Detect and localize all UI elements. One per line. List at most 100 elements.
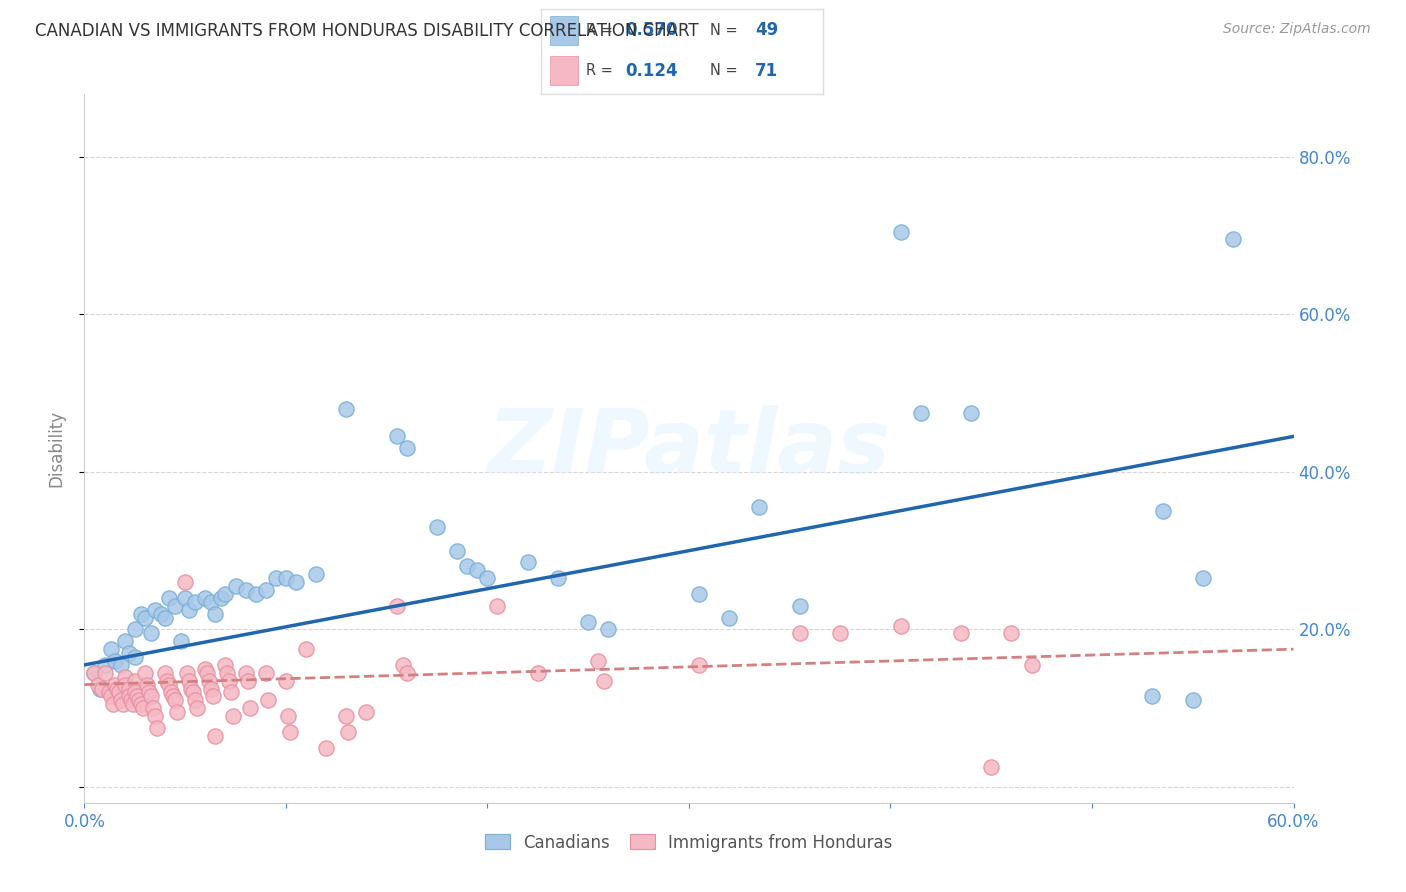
Point bbox=[890, 618, 912, 632]
Text: Source: ZipAtlas.com: Source: ZipAtlas.com bbox=[1223, 22, 1371, 37]
Point bbox=[97, 685, 120, 699]
Point bbox=[385, 429, 408, 443]
Point bbox=[134, 665, 156, 680]
Point bbox=[527, 665, 550, 680]
Point bbox=[264, 571, 287, 585]
Point bbox=[200, 681, 222, 696]
Point bbox=[143, 603, 166, 617]
Point bbox=[236, 673, 259, 688]
Text: R =: R = bbox=[586, 22, 617, 37]
Point bbox=[101, 698, 124, 712]
Point bbox=[456, 559, 478, 574]
Point bbox=[209, 591, 232, 605]
Point bbox=[110, 693, 132, 707]
Point bbox=[184, 595, 207, 609]
Y-axis label: Disability: Disability bbox=[48, 409, 66, 487]
Point bbox=[135, 678, 157, 692]
Text: CANADIAN VS IMMIGRANTS FROM HONDURAS DISABILITY CORRELATION CHART: CANADIAN VS IMMIGRANTS FROM HONDURAS DIS… bbox=[35, 22, 699, 40]
Point bbox=[93, 665, 115, 680]
Point bbox=[1222, 232, 1244, 246]
Point bbox=[129, 698, 152, 712]
Point bbox=[239, 701, 262, 715]
Point bbox=[105, 681, 128, 696]
Point bbox=[146, 721, 169, 735]
Point bbox=[467, 563, 489, 577]
Point bbox=[718, 610, 741, 624]
Point bbox=[162, 690, 184, 704]
Point bbox=[143, 709, 166, 723]
Point bbox=[128, 693, 150, 707]
Point bbox=[165, 693, 187, 707]
Point bbox=[104, 654, 127, 668]
Point bbox=[83, 665, 105, 680]
Text: 0.570: 0.570 bbox=[626, 21, 678, 39]
Text: R =: R = bbox=[586, 63, 617, 78]
Point bbox=[426, 520, 449, 534]
Point bbox=[385, 599, 408, 613]
Point bbox=[890, 225, 912, 239]
Point bbox=[83, 665, 105, 680]
Point bbox=[789, 626, 811, 640]
Point bbox=[114, 634, 136, 648]
Point bbox=[104, 678, 127, 692]
Point bbox=[217, 665, 239, 680]
Point bbox=[91, 681, 114, 696]
Point bbox=[195, 665, 218, 680]
Point bbox=[198, 673, 221, 688]
Point bbox=[218, 673, 240, 688]
Point bbox=[222, 709, 245, 723]
Point bbox=[235, 583, 257, 598]
Point bbox=[100, 642, 122, 657]
Point bbox=[204, 607, 226, 621]
Point bbox=[305, 567, 328, 582]
Point bbox=[1000, 626, 1022, 640]
Point bbox=[950, 626, 973, 640]
Point bbox=[335, 709, 357, 723]
Point bbox=[960, 406, 983, 420]
Point bbox=[254, 583, 277, 598]
Point bbox=[980, 760, 1002, 774]
Point bbox=[132, 701, 155, 715]
Point bbox=[118, 646, 141, 660]
Point bbox=[486, 599, 509, 613]
Point bbox=[446, 543, 468, 558]
Text: 49: 49 bbox=[755, 21, 779, 39]
Point bbox=[202, 690, 225, 704]
Text: ZIPatlas: ZIPatlas bbox=[488, 405, 890, 491]
Point bbox=[179, 603, 201, 617]
Point bbox=[337, 724, 360, 739]
Point bbox=[200, 595, 222, 609]
Point bbox=[121, 698, 143, 712]
Point bbox=[153, 610, 176, 624]
Text: N =: N = bbox=[710, 22, 742, 37]
Point bbox=[688, 587, 710, 601]
Point bbox=[315, 740, 337, 755]
Point bbox=[274, 673, 297, 688]
Point bbox=[285, 575, 308, 590]
Point bbox=[214, 587, 236, 601]
Text: 71: 71 bbox=[755, 62, 778, 79]
Point bbox=[111, 698, 134, 712]
Point bbox=[114, 670, 136, 684]
Point bbox=[124, 650, 146, 665]
Point bbox=[118, 681, 141, 696]
Point bbox=[157, 591, 180, 605]
Point bbox=[221, 685, 243, 699]
Legend: Canadians, Immigrants from Honduras: Canadians, Immigrants from Honduras bbox=[478, 827, 900, 858]
Point bbox=[588, 654, 610, 668]
Point bbox=[142, 701, 165, 715]
Point bbox=[139, 690, 162, 704]
Point bbox=[576, 615, 599, 629]
Point bbox=[166, 705, 188, 719]
Point bbox=[181, 685, 204, 699]
Point bbox=[194, 591, 217, 605]
Point bbox=[910, 406, 932, 420]
Point bbox=[129, 607, 152, 621]
Point bbox=[1152, 504, 1174, 518]
Point bbox=[335, 401, 357, 416]
Point bbox=[165, 599, 187, 613]
Point bbox=[184, 693, 207, 707]
Point bbox=[1142, 690, 1164, 704]
Point bbox=[516, 556, 538, 570]
Point bbox=[93, 657, 115, 672]
